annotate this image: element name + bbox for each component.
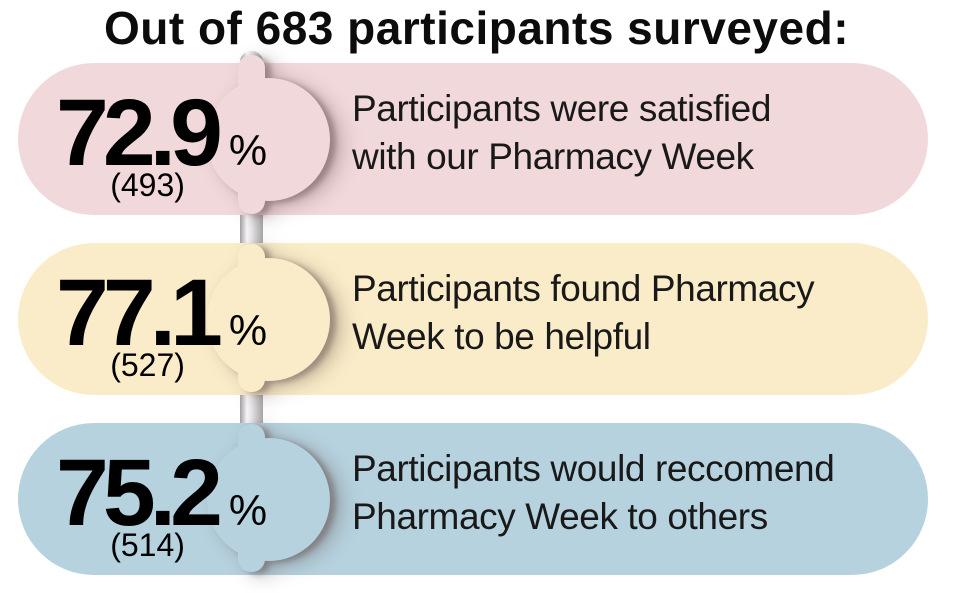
description-line: Participants would reccomend [352, 448, 835, 489]
description-line: Week to be helpful [352, 316, 651, 357]
stat-card-helpfulness [18, 243, 928, 395]
respondent-count: (514) [110, 527, 185, 563]
description-line: with our Pharmacy Week [352, 136, 754, 177]
percent-sign: % [228, 487, 268, 535]
percent-sign: % [228, 307, 268, 355]
description-line: Participants found Pharmacy [352, 268, 815, 309]
description-line: Participants were satisfied [352, 88, 771, 129]
timeline-bump-3 [207, 438, 330, 561]
stat-description-recommendation: Participants would reccomend Pharmacy We… [352, 445, 835, 541]
timeline-bump-1 [207, 78, 330, 201]
respondent-count: (527) [110, 347, 185, 383]
stat-card-satisfaction [18, 63, 928, 215]
description-line: Pharmacy Week to others [352, 496, 768, 537]
percent-sign: % [228, 127, 268, 175]
stat-value-helpfulness: 77.1% (527) [56, 266, 267, 383]
percent-value: 75.2 [56, 440, 223, 546]
stat-value-satisfaction: 72.9% (493) [56, 86, 267, 203]
page-title: Out of 683 participants surveyed: [103, 2, 850, 54]
stat-description-satisfaction: Participants were satisfied with our Pha… [352, 85, 771, 181]
respondent-count: (493) [110, 167, 185, 203]
stat-card-recommendation [18, 423, 928, 575]
percent-value: 77.1 [56, 260, 223, 366]
stat-value-recommendation: 75.2% (514) [56, 446, 267, 563]
timeline-bump-2 [207, 258, 330, 381]
stat-description-helpfulness: Participants found Pharmacy Week to be h… [352, 265, 815, 361]
percent-value: 72.9 [56, 80, 223, 186]
